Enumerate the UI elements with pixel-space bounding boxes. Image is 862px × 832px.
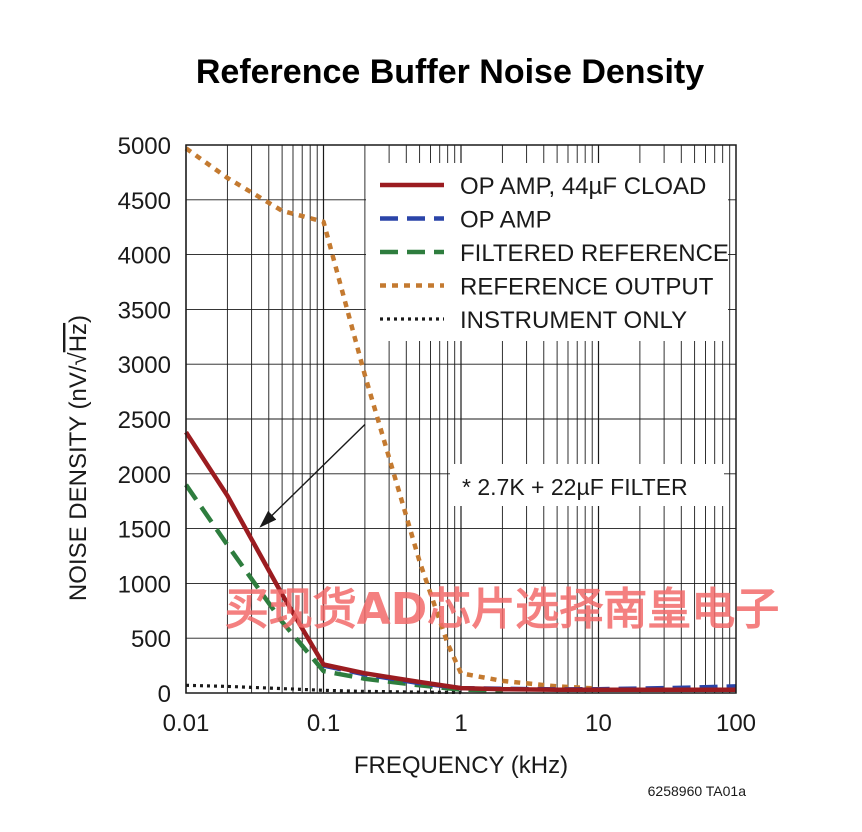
legend-label: INSTRUMENT ONLY xyxy=(460,307,687,334)
y-tick-label: 0 xyxy=(158,681,171,708)
x-tick-label: 1 xyxy=(454,710,467,737)
x-tick-label: 0.01 xyxy=(163,710,210,737)
y-axis-label-sqrt: √ xyxy=(65,351,92,365)
annotation-text: * 2.7K + 22µF FILTER xyxy=(462,474,688,500)
legend-label: OP AMP, 44µF CLOAD xyxy=(460,173,706,200)
plot-frame xyxy=(185,144,737,694)
y-axis-label: NOISE DENSITY (nV/√Hz) xyxy=(65,315,92,601)
legend: OP AMP, 44µF CLOAD OP AMP FILTERED REFEREN… xyxy=(366,163,729,341)
y-tick-label: 500 xyxy=(131,626,171,653)
legend-label: REFERENCE OUTPUT xyxy=(460,274,714,301)
legend-label: OP AMP xyxy=(460,207,552,234)
y-tick-label: 1000 xyxy=(118,571,171,598)
y-tick-label: 4000 xyxy=(118,243,171,270)
legend-label: FILTERED REFERENCE xyxy=(460,240,729,267)
x-tick-label: 10 xyxy=(585,710,612,737)
series-line-instrument-only xyxy=(185,683,462,695)
x-tick-label: 100 xyxy=(716,710,756,737)
chart-title: Reference Buffer Noise Density xyxy=(196,53,704,91)
annotation-arrow xyxy=(259,423,366,528)
part-number: 6258960 TA01a xyxy=(648,783,747,799)
series-group xyxy=(184,146,737,695)
tick-labels: 0.01 0.1 1 10 100050010001500200025003000350… xyxy=(118,133,756,737)
x-tick-label: 0.1 xyxy=(307,710,340,737)
watermark-text: 买现货AD芯片选择南皇电子 xyxy=(225,584,780,635)
y-tick-label: 1500 xyxy=(118,517,171,544)
y-tick-label: 2500 xyxy=(118,407,171,434)
y-tick-label: 4500 xyxy=(118,188,171,215)
annotation-box xyxy=(450,464,724,506)
y-axis-label-hz: Hz xyxy=(65,323,92,352)
legend-box xyxy=(366,163,728,341)
x-axis-label: FREQUENCY (kHz) xyxy=(354,752,568,779)
annotation: * 2.7K + 22µF FILTER xyxy=(259,423,724,528)
y-tick-label: 5000 xyxy=(118,133,171,160)
y-axis-label-close: ) xyxy=(65,315,92,323)
y-tick-label: 2000 xyxy=(118,462,171,489)
series-line-op-amp-44-f-cload xyxy=(184,430,736,692)
y-axis-label-main: NOISE DENSITY (nV/ xyxy=(65,365,92,601)
y-tick-label: 3500 xyxy=(118,297,171,324)
y-tick-label: 3000 xyxy=(118,352,171,379)
